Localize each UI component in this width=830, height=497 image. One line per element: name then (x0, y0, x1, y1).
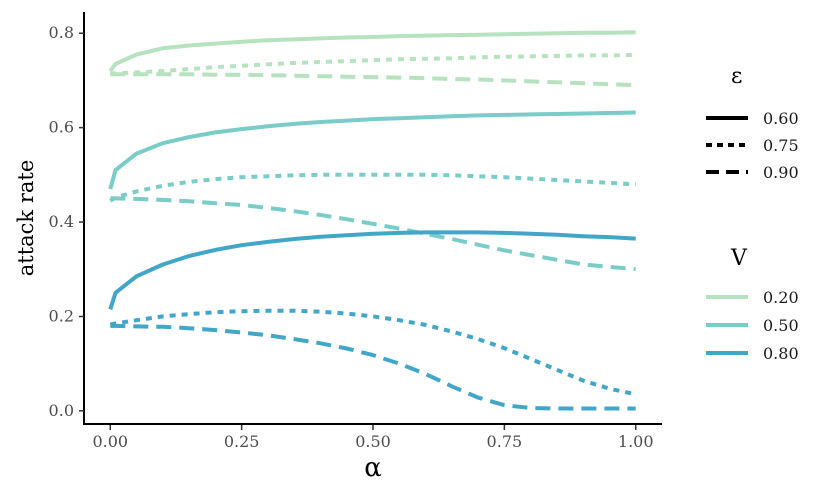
legend-label: 0.20 (763, 288, 799, 307)
series-line-v0.20-eps0.75 (110, 53, 636, 76)
x-axis-title: α (364, 453, 382, 483)
series-line-v0.50-eps0.75 (109, 172, 636, 203)
series-line-v0.80-eps0.75 (109, 308, 637, 397)
x-tick-label: 0.25 (224, 432, 260, 451)
legend-label: 0.75 (763, 136, 799, 155)
series-line-v0.80-eps0.90 (110, 323, 636, 411)
legend-title: V (730, 246, 748, 271)
x-tick-label: 0.00 (92, 432, 128, 451)
series-line-v0.80-eps0.60 (108, 230, 636, 310)
series-lines (108, 30, 637, 411)
x-tick-label: 0.75 (487, 432, 523, 451)
series-line-v0.50-eps0.90 (110, 196, 636, 272)
y-tick-label: 0.2 (49, 306, 74, 325)
legend-label: 0.80 (763, 344, 799, 363)
legend: ε 0.60 0.75 0.90 V 0.20 0.50 0.80 (706, 64, 799, 363)
legend-title: ε (731, 64, 742, 89)
series-line-v0.20-eps0.60 (108, 30, 636, 73)
y-axis-ticks: 0.0 0.2 0.4 0.6 0.8 (49, 23, 84, 420)
series-line-v0.20-eps0.90 (110, 72, 636, 88)
legend-label: 0.50 (763, 316, 799, 335)
legend-label: 0.60 (763, 109, 799, 128)
x-axis-ticks: 0.00 0.25 0.50 0.75 1.00 (92, 425, 654, 451)
y-tick-label: 0.4 (49, 212, 74, 231)
y-axis-title: attack rate (14, 160, 38, 277)
y-tick-label: 0.6 (49, 118, 74, 137)
y-tick-label: 0.0 (49, 401, 74, 420)
x-tick-label: 1.00 (618, 432, 654, 451)
legend-label: 0.90 (763, 163, 799, 182)
y-tick-label: 0.8 (49, 23, 74, 42)
series-line-v0.50-eps0.60 (108, 110, 636, 190)
x-tick-label: 0.50 (355, 432, 391, 451)
